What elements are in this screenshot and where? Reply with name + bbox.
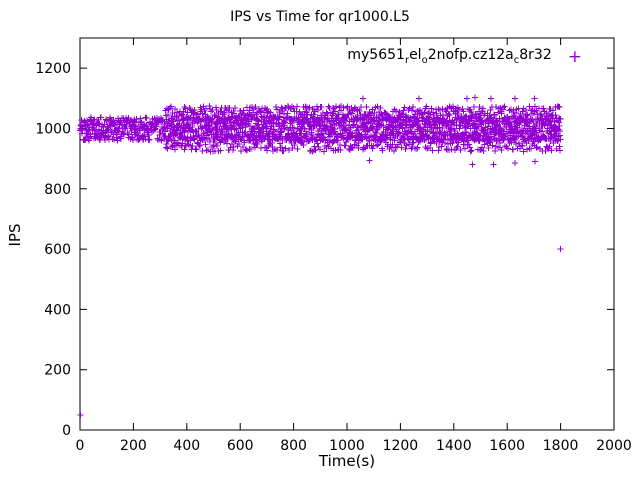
svg-text:200: 200 bbox=[44, 363, 71, 379]
svg-text:200: 200 bbox=[120, 438, 147, 454]
x-axis-label: Time(s) bbox=[318, 452, 376, 470]
svg-text:600: 600 bbox=[227, 438, 254, 454]
svg-text:1000: 1000 bbox=[35, 121, 71, 137]
chart-title: IPS vs Time for qr1000.L5 bbox=[230, 9, 410, 25]
svg-text:1000: 1000 bbox=[329, 438, 365, 454]
svg-text:1200: 1200 bbox=[383, 438, 419, 454]
y-axis-label: IPS bbox=[6, 223, 24, 247]
svg-text:800: 800 bbox=[280, 438, 307, 454]
svg-text:800: 800 bbox=[44, 182, 71, 198]
legend-label: my5651relo2nofp.cz12ac8r32 bbox=[347, 47, 552, 66]
svg-text:400: 400 bbox=[44, 302, 71, 318]
svg-text:1400: 1400 bbox=[436, 438, 472, 454]
svg-text:400: 400 bbox=[173, 438, 200, 454]
svg-text:0: 0 bbox=[62, 423, 71, 439]
svg-text:1800: 1800 bbox=[543, 438, 579, 454]
legend: my5651relo2nofp.cz12ac8r32 + bbox=[347, 47, 582, 69]
legend-marker-icon: + bbox=[567, 47, 582, 68]
svg-text:600: 600 bbox=[44, 242, 71, 258]
svg-text:0: 0 bbox=[76, 438, 85, 454]
svg-text:2000: 2000 bbox=[596, 438, 632, 454]
svg-text:1200: 1200 bbox=[35, 61, 71, 77]
svg-text:1600: 1600 bbox=[489, 438, 525, 454]
